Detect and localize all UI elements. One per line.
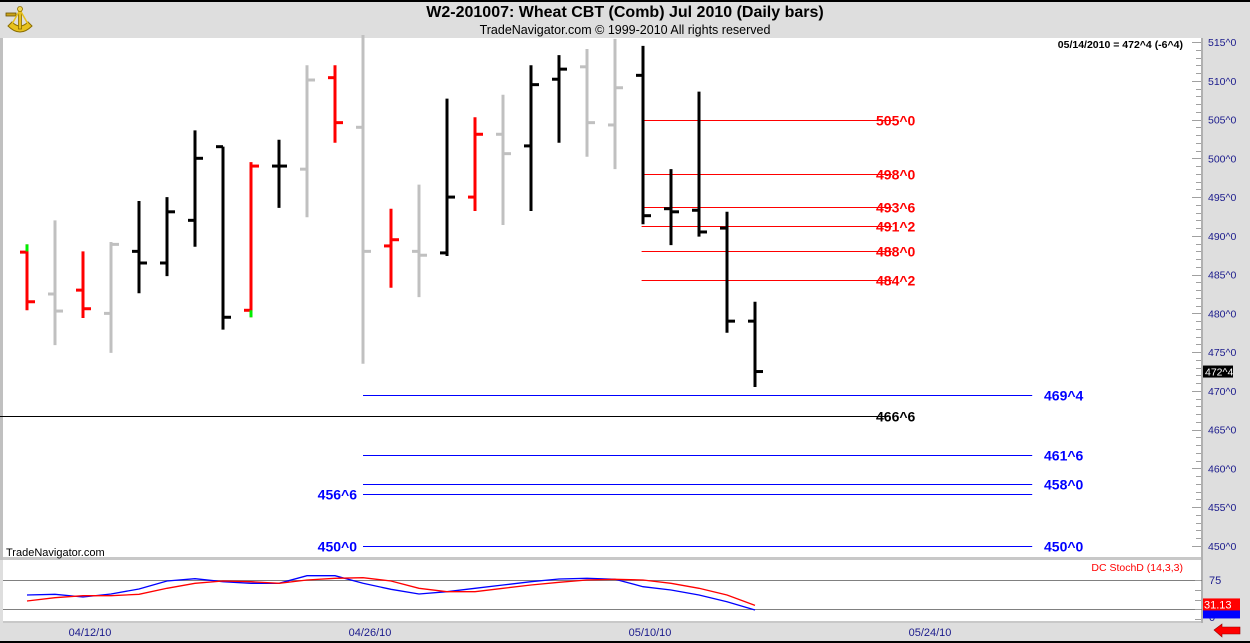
stochastic-tick-label: 75 xyxy=(1209,575,1221,587)
ohlc-bar xyxy=(48,220,63,346)
level-label: 450^0 xyxy=(1044,539,1084,555)
level-label: 466^6 xyxy=(876,409,916,425)
ohlc-bar xyxy=(132,200,147,294)
ohlc-bar xyxy=(104,242,119,353)
level-label: 450^0 xyxy=(318,539,358,555)
current-price-label: 472^4 xyxy=(1205,367,1233,379)
ohlc-bar xyxy=(664,169,679,246)
level-label: 484^2 xyxy=(876,273,916,289)
stochastic-fast-value-marker xyxy=(1203,608,1240,619)
x-tick-label: 05/10/10 xyxy=(629,627,672,639)
y-tick-label: 500^0 xyxy=(1208,153,1236,165)
x-tick-label: 04/12/10 xyxy=(69,627,112,639)
ohlc-bar xyxy=(468,117,483,212)
y-tick-label: 495^0 xyxy=(1208,192,1236,204)
level-label: 505^0 xyxy=(876,113,916,129)
ohlc-bar xyxy=(552,55,567,143)
stochastic-title: DC StochD (14,3,3) xyxy=(1091,562,1183,574)
panel-divider xyxy=(3,557,1202,560)
left-border xyxy=(0,38,3,560)
level-label: 469^4 xyxy=(1044,388,1084,404)
ohlc-bar xyxy=(160,197,175,277)
ohlc-bar xyxy=(608,38,623,170)
ohlc-bar xyxy=(188,130,203,247)
level-label: 491^2 xyxy=(876,219,916,235)
y-tick-label: 485^0 xyxy=(1208,270,1236,282)
y-tick-label: 510^0 xyxy=(1208,76,1236,88)
y-tick-label: 460^0 xyxy=(1208,463,1236,475)
ohlc-bar xyxy=(328,65,343,143)
stochastic-panel xyxy=(3,560,1202,621)
y-tick-label: 475^0 xyxy=(1208,347,1236,359)
stochastic-line-slow xyxy=(26,577,756,607)
window-bottom-border xyxy=(0,641,1250,643)
ohlc-bar xyxy=(720,211,735,333)
x-tick-label: 05/24/10 xyxy=(909,627,952,639)
y-tick-label: 480^0 xyxy=(1208,308,1236,320)
ohlc-bar xyxy=(76,251,91,319)
current-price-marker xyxy=(1203,365,1233,378)
ohlc-bar xyxy=(300,65,315,218)
level-label: 458^0 xyxy=(1044,477,1084,493)
stochastic-slow-value-marker xyxy=(1203,598,1240,611)
ohlc-bar xyxy=(692,91,707,237)
y-tick-label: 470^0 xyxy=(1208,386,1236,398)
last-quote-label: 05/14/2010 = 472^4 (-6^4) xyxy=(1058,39,1183,51)
y-tick-label: 505^0 xyxy=(1208,115,1236,127)
y-tick-label: 515^0 xyxy=(1208,37,1236,49)
x-tick-label: 04/26/10 xyxy=(349,627,392,639)
copyright-subtitle: TradeNavigator.com © 1999-2010 All right… xyxy=(479,23,771,37)
stochastic-slow-value: 31.13 xyxy=(1204,599,1232,611)
level-label: 493^6 xyxy=(876,200,916,216)
ohlc-bar xyxy=(272,139,287,208)
stochastic-line-fast xyxy=(26,575,756,611)
ohlc-bar xyxy=(440,98,455,257)
scroll-left-arrow-icon[interactable] xyxy=(1213,623,1241,638)
ohlc-bar xyxy=(384,208,399,288)
ohlc-bar xyxy=(356,35,371,364)
ohlc-bar xyxy=(20,244,35,311)
y-tick-label: 450^0 xyxy=(1208,541,1236,553)
sextant-icon xyxy=(4,4,36,41)
ohlc-bar xyxy=(748,301,763,388)
price-panel xyxy=(3,38,1202,557)
chart-title: W2-201007: Wheat CBT (Comb) Jul 2010 (Da… xyxy=(426,4,824,21)
y-tick-label: 465^0 xyxy=(1208,425,1236,437)
y-tick-label: 490^0 xyxy=(1208,231,1236,243)
ohlc-bar xyxy=(216,145,231,330)
ohlc-bar xyxy=(244,162,259,318)
ohlc-bar xyxy=(412,184,427,298)
level-label: 456^6 xyxy=(318,487,358,503)
window-top-border xyxy=(0,0,1250,2)
ohlc-bar xyxy=(524,65,539,212)
level-label: 461^6 xyxy=(1044,448,1084,464)
y-tick-label: 455^0 xyxy=(1208,502,1236,514)
ohlc-bar xyxy=(580,48,595,157)
level-label: 488^0 xyxy=(876,244,916,260)
ohlc-bar xyxy=(496,94,511,225)
stochastic-bottom-border xyxy=(3,621,1202,623)
ohlc-bar xyxy=(636,45,651,225)
watermark: TradeNavigator.com xyxy=(6,547,105,559)
level-label: 498^0 xyxy=(876,167,916,183)
